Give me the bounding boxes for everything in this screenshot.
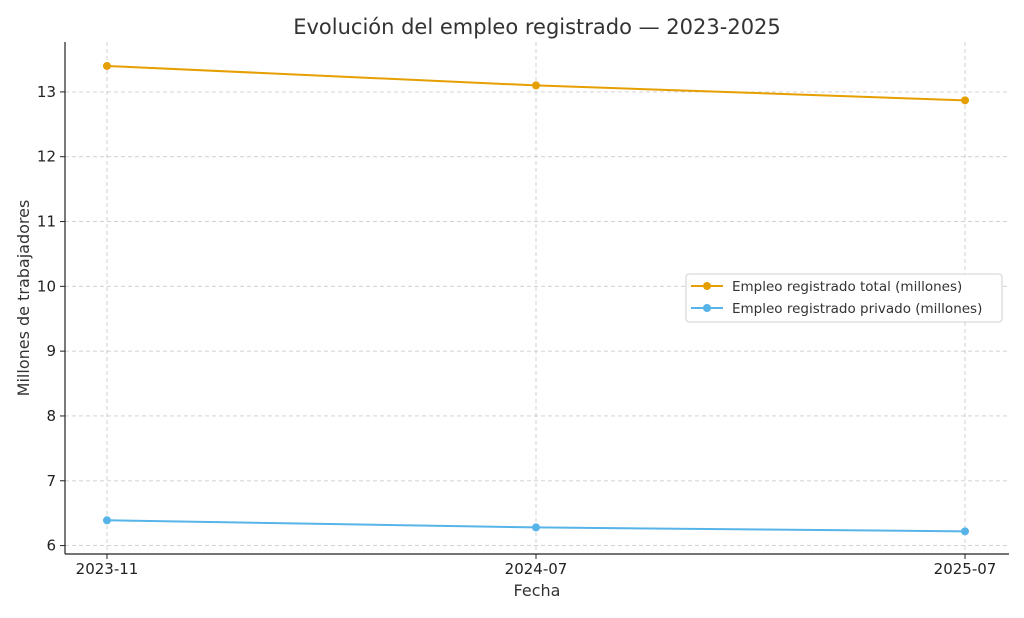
x-tick-label: 2025-07 xyxy=(934,560,997,578)
data-point xyxy=(103,516,111,525)
x-axis-label: Fecha xyxy=(514,581,561,600)
series-lines xyxy=(103,61,969,536)
legend: Empleo registrado total (millones) Empleo… xyxy=(685,273,1003,323)
chart-title: Evolución del empleo registrado — 2023-2… xyxy=(293,15,781,39)
x-tick-label: 2023-11 xyxy=(76,560,139,578)
legend-box xyxy=(685,273,1003,323)
y-tick-label: 10 xyxy=(37,277,56,295)
data-point xyxy=(532,523,540,532)
y-tick-label: 12 xyxy=(37,148,56,166)
y-tick-label: 6 xyxy=(46,537,56,555)
y-tick-label: 11 xyxy=(37,213,56,231)
y-tick-label: 8 xyxy=(46,407,56,425)
data-point xyxy=(532,81,540,90)
data-point xyxy=(961,96,969,105)
legend-marker-0 xyxy=(703,282,711,290)
grid-lines xyxy=(65,42,1009,554)
legend-label-0: Empleo registrado total (millones) xyxy=(732,279,962,295)
y-tick-label: 9 xyxy=(46,342,56,360)
y-tick-label: 7 xyxy=(46,472,56,490)
legend-marker-1 xyxy=(703,304,711,312)
y-tick-label: 13 xyxy=(37,83,56,101)
x-tick-label: 2024-07 xyxy=(505,560,568,578)
tick-labels: 2023-11 2024-07 2025-07 6 7 8 9 10 11 12 13 xyxy=(37,83,996,578)
data-point xyxy=(961,527,969,536)
data-point xyxy=(103,61,111,70)
y-axis-label: Millones de trabajadores xyxy=(14,200,33,397)
axes xyxy=(60,42,1009,559)
legend-label-1: Empleo registrado privado (millones) xyxy=(732,301,982,317)
